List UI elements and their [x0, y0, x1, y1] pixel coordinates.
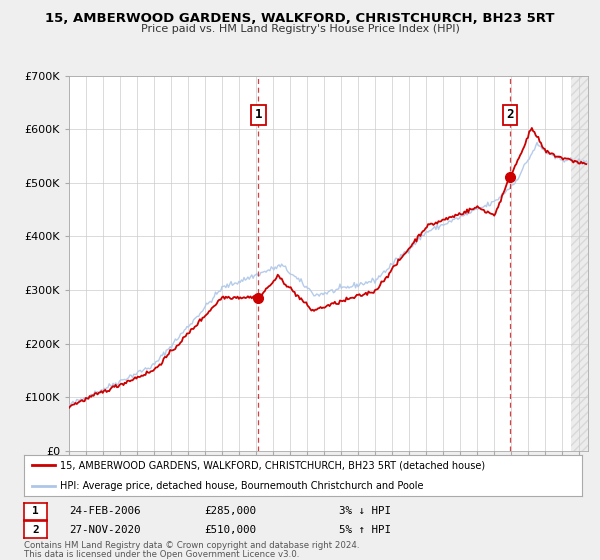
Text: HPI: Average price, detached house, Bournemouth Christchurch and Poole: HPI: Average price, detached house, Bour… — [60, 481, 424, 491]
Text: Contains HM Land Registry data © Crown copyright and database right 2024.: Contains HM Land Registry data © Crown c… — [24, 541, 359, 550]
Text: 2: 2 — [506, 109, 514, 122]
Text: £285,000: £285,000 — [204, 506, 256, 516]
Text: £510,000: £510,000 — [204, 525, 256, 535]
Text: 2: 2 — [32, 525, 39, 535]
Text: 1: 1 — [254, 109, 262, 122]
Text: This data is licensed under the Open Government Licence v3.0.: This data is licensed under the Open Gov… — [24, 550, 299, 559]
Text: 15, AMBERWOOD GARDENS, WALKFORD, CHRISTCHURCH, BH23 5RT (detached house): 15, AMBERWOOD GARDENS, WALKFORD, CHRISTC… — [60, 461, 485, 471]
Text: 5% ↑ HPI: 5% ↑ HPI — [339, 525, 391, 535]
Bar — [571, 76, 588, 451]
Text: 27-NOV-2020: 27-NOV-2020 — [69, 525, 140, 535]
Text: 15, AMBERWOOD GARDENS, WALKFORD, CHRISTCHURCH, BH23 5RT: 15, AMBERWOOD GARDENS, WALKFORD, CHRISTC… — [45, 12, 555, 25]
Text: 1: 1 — [32, 506, 39, 516]
Text: 3% ↓ HPI: 3% ↓ HPI — [339, 506, 391, 516]
Text: Price paid vs. HM Land Registry's House Price Index (HPI): Price paid vs. HM Land Registry's House … — [140, 24, 460, 34]
Text: 24-FEB-2006: 24-FEB-2006 — [69, 506, 140, 516]
